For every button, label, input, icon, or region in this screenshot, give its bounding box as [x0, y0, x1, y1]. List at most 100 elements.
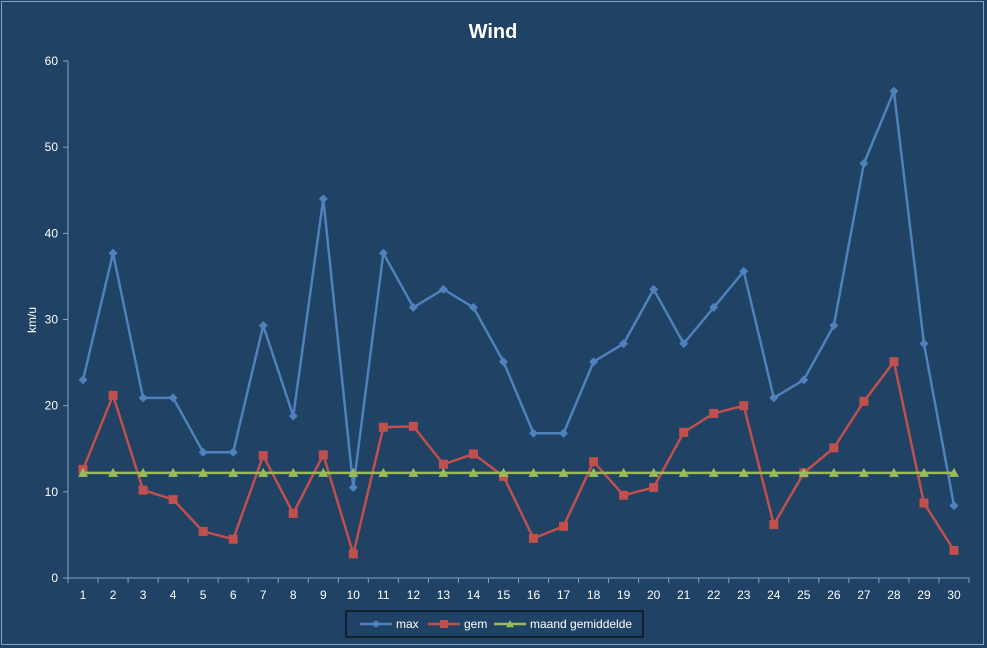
- data-point: [649, 483, 659, 493]
- data-point: [498, 357, 508, 367]
- data-point: [858, 467, 869, 477]
- x-tick-label: 27: [857, 588, 871, 602]
- data-point: [438, 459, 448, 469]
- x-tick-label: 28: [887, 588, 901, 602]
- data-point: [168, 467, 179, 477]
- y-tick-label: 40: [45, 226, 59, 240]
- data-point: [558, 467, 569, 477]
- legend-label: maand gemiddelde: [530, 617, 632, 631]
- x-tick-label: 11: [377, 588, 390, 602]
- legend-swatch-marker: [506, 620, 514, 628]
- data-point: [679, 339, 689, 349]
- data-point: [648, 467, 659, 477]
- data-point: [738, 467, 749, 477]
- data-point: [438, 467, 449, 477]
- x-tick-label: 22: [707, 588, 721, 602]
- legend-swatch-marker: [372, 620, 380, 628]
- y-tick-label: 0: [51, 571, 58, 585]
- data-point: [348, 483, 358, 493]
- data-point: [589, 457, 599, 467]
- data-point: [228, 534, 238, 544]
- x-tick-label: 26: [827, 588, 841, 602]
- chart-title: Wind: [469, 21, 518, 43]
- data-point: [619, 490, 629, 500]
- data-point: [108, 390, 118, 400]
- y-axis-label: km/u: [25, 307, 39, 333]
- data-point: [768, 467, 779, 477]
- series-layer: [78, 86, 959, 559]
- data-point: [498, 467, 509, 477]
- data-point: [138, 393, 148, 403]
- x-tick-label: 20: [647, 588, 661, 602]
- data-point: [739, 266, 749, 276]
- data-point: [258, 321, 268, 331]
- data-point: [408, 467, 419, 477]
- series-line: [81, 89, 956, 506]
- x-tick-label: 4: [170, 588, 177, 602]
- data-point: [378, 467, 389, 477]
- data-point: [528, 467, 539, 477]
- data-point: [198, 447, 208, 457]
- data-point: [378, 422, 388, 432]
- legend-swatch-marker: [440, 620, 448, 628]
- data-point: [198, 526, 208, 536]
- legend-label: max: [396, 617, 419, 631]
- x-tick-label: 14: [467, 588, 481, 602]
- data-point: [108, 467, 119, 477]
- data-point: [348, 467, 359, 477]
- x-tick-label: 5: [200, 588, 207, 602]
- data-point: [948, 467, 959, 477]
- data-point: [619, 339, 629, 349]
- data-point: [108, 248, 118, 258]
- x-tick-label: 18: [587, 588, 601, 602]
- data-point: [828, 467, 839, 477]
- data-point: [588, 467, 599, 477]
- data-point: [468, 449, 478, 459]
- data-point: [228, 467, 239, 477]
- data-point: [529, 428, 539, 438]
- data-point: [709, 408, 719, 418]
- x-tick-label: 13: [437, 588, 451, 602]
- x-tick-label: 3: [140, 588, 147, 602]
- y-tick-label: 50: [45, 140, 59, 154]
- data-point: [318, 467, 329, 477]
- data-point: [769, 520, 779, 530]
- data-point: [559, 428, 569, 438]
- x-tick-label: 1: [80, 588, 87, 602]
- y-tick-label: 20: [45, 399, 59, 413]
- data-point: [138, 467, 149, 477]
- data-point: [258, 451, 268, 461]
- series-line: [81, 360, 956, 556]
- data-point: [829, 443, 839, 453]
- data-point: [559, 521, 569, 531]
- data-point: [468, 467, 479, 477]
- y-tick-label: 30: [45, 313, 59, 327]
- data-point: [949, 545, 959, 555]
- data-point: [859, 159, 869, 169]
- data-point: [318, 450, 328, 460]
- data-point: [859, 396, 869, 406]
- data-point: [889, 357, 899, 367]
- data-point: [529, 533, 539, 543]
- data-point: [739, 401, 749, 411]
- data-point: [378, 248, 388, 258]
- x-tick-label: 2: [110, 588, 117, 602]
- data-point: [288, 508, 298, 518]
- data-point: [318, 194, 328, 204]
- x-tick-label: 23: [737, 588, 751, 602]
- data-point: [589, 357, 599, 367]
- data-point: [649, 284, 659, 294]
- data-point: [798, 467, 809, 477]
- data-point: [78, 375, 88, 385]
- data-point: [288, 411, 298, 421]
- legend-label: gem: [464, 617, 487, 631]
- y-tick-label: 10: [45, 485, 59, 499]
- x-tick-label: 24: [767, 588, 781, 602]
- x-tick-label: 7: [260, 588, 267, 602]
- data-point: [799, 375, 809, 385]
- data-point: [829, 321, 839, 331]
- legend-box: [345, 610, 644, 638]
